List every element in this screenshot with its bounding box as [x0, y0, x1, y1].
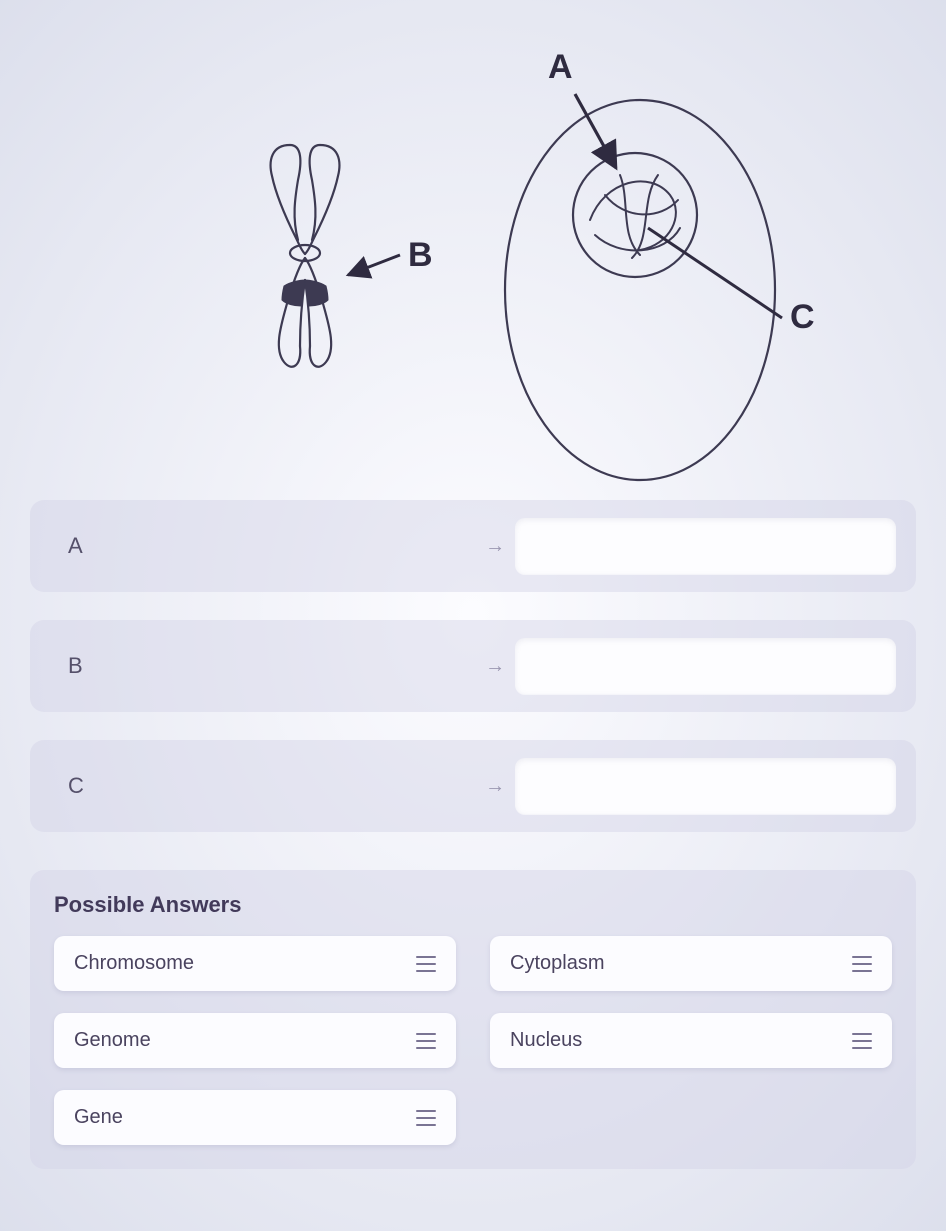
drag-handle-icon[interactable] — [850, 1033, 872, 1049]
drag-handle-icon[interactable] — [414, 956, 436, 972]
drag-handle-icon[interactable] — [414, 1110, 436, 1126]
arrow-icon: → — [475, 655, 515, 678]
match-label-b: B — [50, 643, 475, 689]
match-row-b: B → — [30, 620, 916, 712]
match-row-a: A → — [30, 500, 916, 592]
answer-chip-label: Nucleus — [510, 1029, 582, 1052]
match-label-a: A — [50, 523, 475, 569]
possible-answers-title: Possible Answers — [54, 892, 892, 918]
answer-chip-gene[interactable]: Gene — [54, 1090, 456, 1145]
drop-zone-a[interactable] — [515, 518, 896, 574]
drop-zone-c[interactable] — [515, 758, 896, 814]
arrow-icon: → — [475, 775, 515, 798]
diagram-label-a: A — [548, 48, 573, 87]
match-row-c: C → — [30, 740, 916, 832]
diagram-area: B A C — [30, 20, 916, 460]
answer-chip-nucleus[interactable]: Nucleus — [490, 1013, 892, 1068]
page: B A C — [0, 0, 946, 1231]
answer-chip-genome[interactable]: Genome — [54, 1013, 456, 1068]
answer-chip-label: Gene — [74, 1106, 123, 1129]
answer-chip-chromosome[interactable]: Chromosome — [54, 936, 456, 991]
answer-chip-label: Cytoplasm — [510, 952, 604, 975]
drag-handle-icon[interactable] — [850, 956, 872, 972]
drop-zone-b[interactable] — [515, 638, 896, 694]
arrow-icon: → — [475, 535, 515, 558]
cell-diagram — [30, 20, 946, 490]
answer-chip-label: Chromosome — [74, 952, 194, 975]
answer-chip-label: Genome — [74, 1029, 151, 1052]
possible-answers-panel: Possible Answers Chromosome Cytoplasm Ge… — [30, 870, 916, 1169]
drag-handle-icon[interactable] — [414, 1033, 436, 1049]
answer-chip-cytoplasm[interactable]: Cytoplasm — [490, 936, 892, 991]
answers-grid: Chromosome Cytoplasm Genome Nucleus Gene — [54, 936, 892, 1145]
diagram-label-c: C — [790, 298, 815, 337]
match-label-c: C — [50, 763, 475, 809]
